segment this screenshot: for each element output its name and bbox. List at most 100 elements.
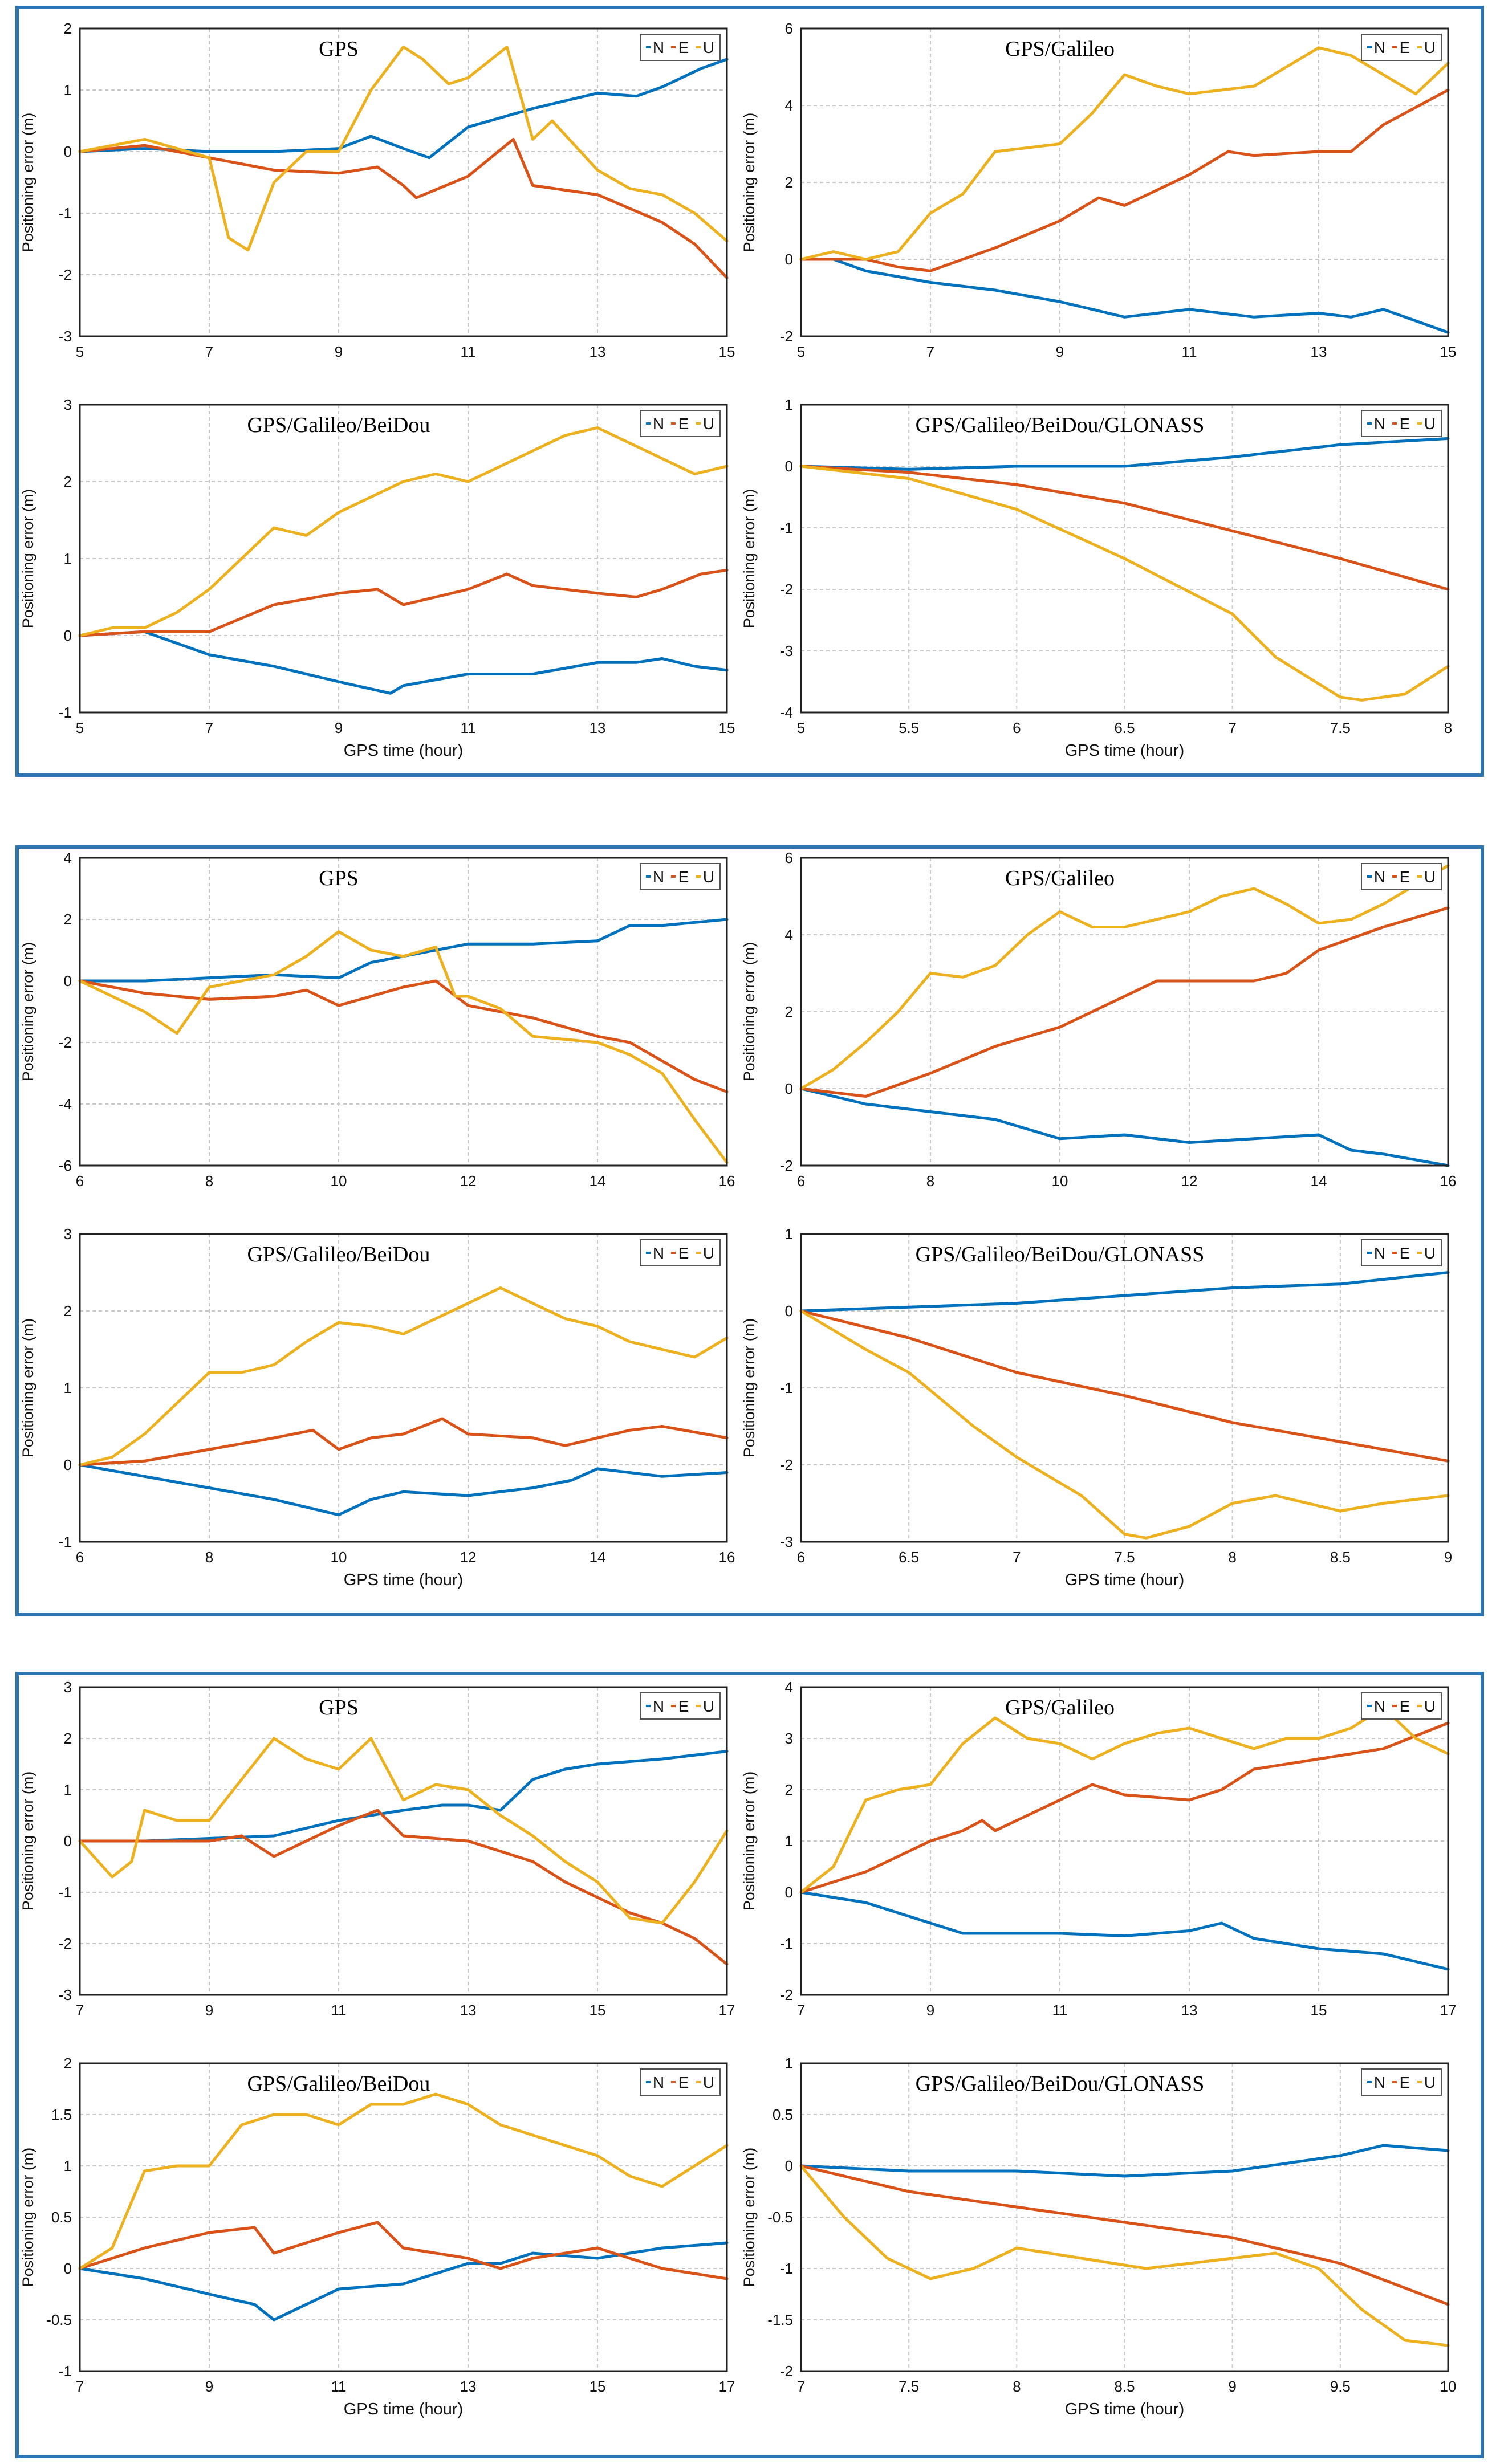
y-tick-label: 2 <box>64 2055 72 2072</box>
y-axis-label: Positioning error (m) <box>19 2148 36 2287</box>
y-tick-label: -2 <box>59 1034 72 1051</box>
y-tick-label: -1 <box>780 1379 793 1396</box>
x-tick-label: 8 <box>1013 2378 1021 2395</box>
y-tick-label: -1 <box>780 1935 793 1952</box>
x-tick-label: 6.5 <box>899 1549 919 1566</box>
x-tick-label: 9 <box>335 343 343 360</box>
x-tick-label: 16 <box>719 1549 735 1566</box>
y-axis-label: Positioning error (m) <box>741 113 758 252</box>
axes-frame <box>79 2062 728 2372</box>
y-tick-label: -1.5 <box>767 2311 793 2328</box>
x-tick-label: 7.5 <box>899 2378 919 2395</box>
y-tick-label: 1 <box>64 2157 72 2174</box>
x-tick-label: 15 <box>719 343 735 360</box>
x-tick-label: 7 <box>797 2002 805 2019</box>
y-tick-label: -1 <box>59 704 72 721</box>
series-line-N <box>799 437 1450 471</box>
legend-label-E: E <box>1400 1244 1410 1262</box>
y-tick-label: 0 <box>64 972 72 989</box>
x-axis-label: GPS time (hour) <box>344 742 464 760</box>
y-tick-label: 3 <box>64 1225 72 1243</box>
x-tick-label: 13 <box>460 2002 477 2019</box>
y-tick-label: 1.5 <box>51 2106 72 2123</box>
axes-frame <box>79 857 728 1167</box>
legend-label-N: N <box>1374 39 1385 56</box>
y-tick-label: 4 <box>64 849 72 866</box>
series-line-N <box>78 1463 729 1517</box>
y-axis-label: Positioning error (m) <box>19 113 36 252</box>
chart-title: GPS <box>319 866 359 890</box>
chart-4: 5 5.5 6 6.5 7 7.5 8 -4 -3 -2 -1 0 1 Positioning error… <box>741 396 1452 760</box>
y-tick-label: 3 <box>64 1679 72 1696</box>
x-tick-label: 17 <box>1440 2002 1457 2019</box>
series-line-E <box>799 1309 1450 1463</box>
y-tick-label: 1 <box>785 1225 793 1243</box>
x-tick-label: 8.5 <box>1330 1549 1351 1566</box>
legend-box <box>640 863 721 890</box>
y-axis-label: Positioning error (m) <box>741 489 758 629</box>
chart-5: 6 8 10 12 14 16 -6 -4 -2 0 2 4 Positioning error (m)… <box>19 849 735 1190</box>
chart-1: 5 7 9 11 13 15 -3 -2 -1 0 1 2 Positioning error (m) G… <box>19 20 735 360</box>
series-line-U <box>799 46 1450 261</box>
x-tick-label: 8.5 <box>1114 2378 1135 2395</box>
y-tick-label: 2 <box>785 1781 793 1798</box>
x-tick-label: 11 <box>331 2002 347 2019</box>
x-tick-label: 6 <box>76 1172 84 1190</box>
legend-label-N: N <box>653 39 664 56</box>
y-tick-label: -2 <box>780 581 793 598</box>
axes-frame <box>800 1686 1449 1996</box>
chart-title: GPS/Galileo/BeiDou/GLONASS <box>916 2072 1205 2096</box>
series-line-U <box>78 45 729 252</box>
y-tick-label: 0 <box>785 2157 793 2174</box>
x-tick-label: 12 <box>460 1549 477 1566</box>
x-tick-label: 15 <box>1311 2002 1327 2019</box>
series-line-E <box>78 1809 729 1966</box>
chart-8: 6 6.5 7 7.5 8 8.5 9 -3 -2 -1 0 1 Positioning error (… <box>741 1225 1452 1589</box>
y-tick-label: 1 <box>785 396 793 413</box>
plot-area <box>80 858 727 1166</box>
x-tick-label: 9 <box>1228 2378 1236 2395</box>
y-tick-label: 4 <box>785 926 793 943</box>
x-tick-label: 9 <box>205 2378 213 2395</box>
legend-box <box>640 410 721 437</box>
x-tick-label: 8 <box>1228 1549 1236 1566</box>
legend-label-N: N <box>653 415 664 433</box>
y-tick-label: -0.5 <box>767 2209 793 2226</box>
y-axis-label: Positioning error (m) <box>19 489 36 629</box>
series-line-U <box>799 864 1450 1090</box>
y-tick-label: 3 <box>785 1730 793 1747</box>
series-line-N <box>799 258 1450 334</box>
y-tick-label: -3 <box>780 642 793 659</box>
y-tick-label: 0 <box>785 1884 793 1901</box>
y-tick-label: 2 <box>785 1003 793 1020</box>
axes-frame <box>800 1233 1449 1543</box>
legend-label-U: U <box>1424 39 1436 56</box>
legend-label-U: U <box>703 415 714 433</box>
y-tick-label: 6 <box>785 20 793 37</box>
chart-title: GPS/Galileo/BeiDou <box>247 413 430 437</box>
legend-label-E: E <box>678 1697 689 1715</box>
series-line-E <box>799 2164 1450 2306</box>
y-tick-label: -1 <box>59 1533 72 1550</box>
series-line-U <box>78 930 729 1164</box>
y-axis-label: Positioning error (m) <box>19 1318 36 1458</box>
x-tick-label: 11 <box>461 719 476 736</box>
axes-frame <box>800 2062 1449 2372</box>
y-axis-label: Positioning error (m) <box>19 942 36 1082</box>
series-line-E <box>799 88 1450 272</box>
axes-frame <box>800 857 1449 1167</box>
x-tick-label: 7 <box>797 2378 805 2395</box>
y-tick-label: -2 <box>780 1456 793 1473</box>
x-tick-label: 16 <box>1440 1172 1457 1190</box>
x-tick-label: 16 <box>719 1172 735 1190</box>
x-tick-label: 15 <box>719 719 735 736</box>
legend-label-N: N <box>653 868 664 886</box>
y-tick-label: 1 <box>64 1379 72 1396</box>
